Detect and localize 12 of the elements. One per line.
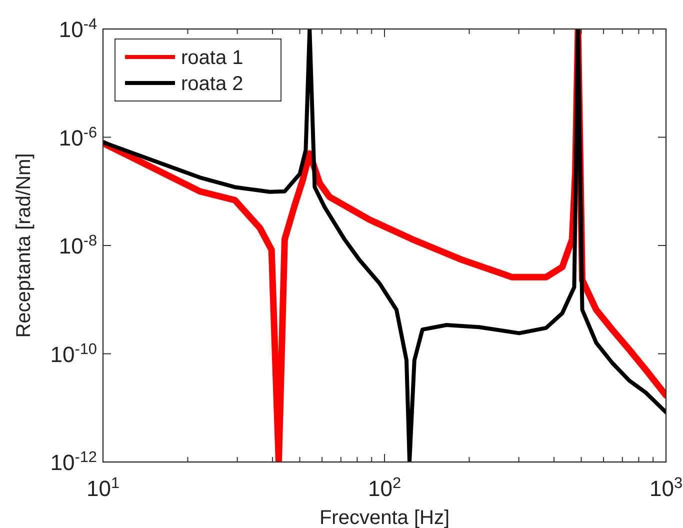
x-axis-title: Frecventa [Hz]	[319, 507, 450, 528]
y-tick-label: 10$^{-4}$	[58, 16, 98, 42]
x-tick-label: 10$^{3}$	[649, 474, 683, 501]
x-tick-label: 10$^{2}$	[368, 474, 402, 501]
legend-label: roata 1	[181, 47, 244, 69]
y-tick-label: 10$^{-12}$	[50, 448, 97, 475]
legend-label: roata 2	[181, 73, 244, 95]
y-tick-label: 10$^{-6}$	[58, 124, 97, 150]
y-axis-title: Receptanta [rad/Nm]	[13, 153, 35, 338]
y-tick-label: 10$^{-8}$	[58, 232, 97, 258]
y-tick-label: 10$^{-10}$	[50, 340, 97, 367]
x-tick-label: 10$^{1}$	[86, 474, 120, 501]
